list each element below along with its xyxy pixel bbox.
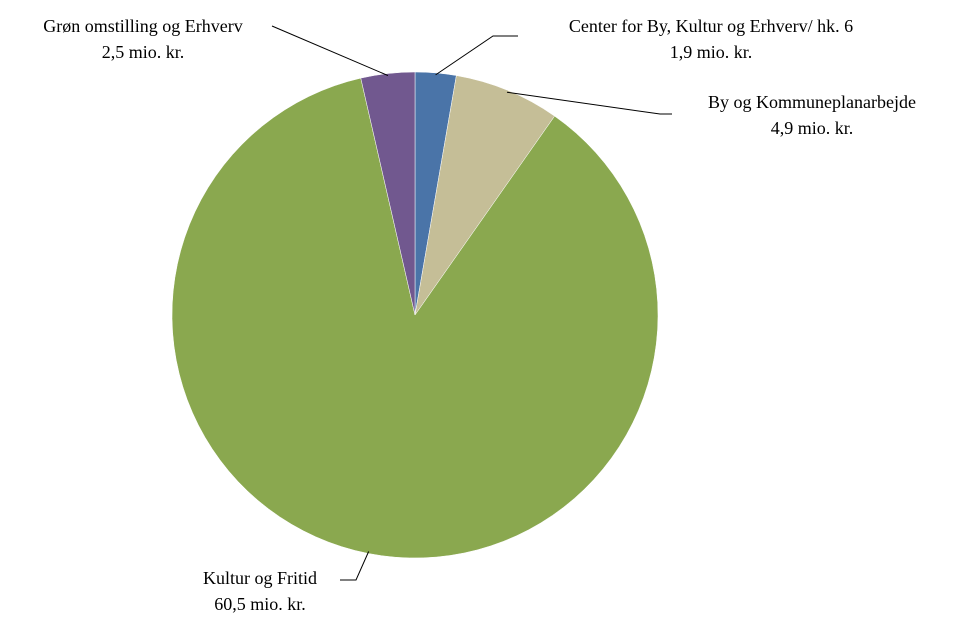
slice-value-label: 1,9 mio. kr. <box>670 42 753 62</box>
pie-slice <box>360 71 416 316</box>
leader-line <box>506 91 672 115</box>
slice-value-label: 60,5 mio. kr. <box>214 594 306 614</box>
slice-value-label: 2,5 mio. kr. <box>102 42 185 62</box>
leader-line <box>271 25 389 76</box>
slice-label: By og Kommuneplanarbejde <box>708 92 916 112</box>
slice-label: Grøn omstilling og Erhverv <box>43 16 242 36</box>
slice-value-label: 4,9 mio. kr. <box>771 118 854 138</box>
pie-slice <box>414 75 555 316</box>
slice-label: Kultur og Fritid <box>203 568 317 588</box>
leader-line <box>435 35 518 76</box>
leader-line <box>340 551 370 581</box>
slice-label: Center for By, Kultur og Erhverv/ hk. 6 <box>569 16 853 36</box>
